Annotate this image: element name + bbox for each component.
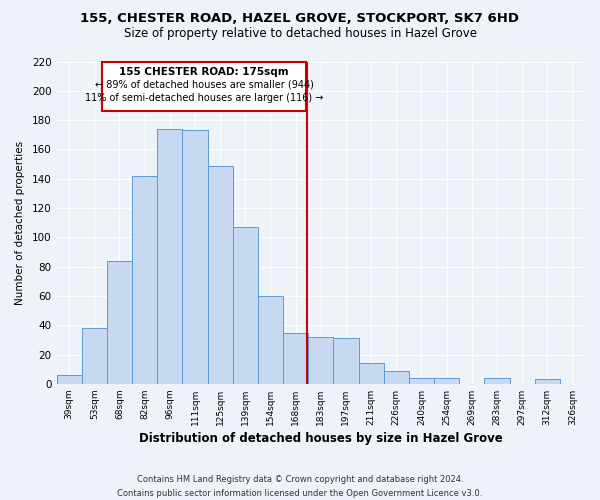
- Bar: [56, 375, 82, 384]
- Bar: [434, 378, 459, 384]
- Bar: [283, 332, 308, 384]
- Text: Size of property relative to detached houses in Hazel Grove: Size of property relative to detached ho…: [124, 28, 476, 40]
- Bar: [182, 130, 208, 384]
- Bar: [308, 337, 334, 384]
- X-axis label: Distribution of detached houses by size in Hazel Grove: Distribution of detached houses by size …: [139, 432, 503, 445]
- Bar: [157, 129, 182, 384]
- Bar: [334, 338, 359, 384]
- Bar: [484, 378, 509, 384]
- Text: 11% of semi-detached houses are larger (116) →: 11% of semi-detached houses are larger (…: [85, 93, 323, 103]
- Text: 155, CHESTER ROAD, HAZEL GROVE, STOCKPORT, SK7 6HD: 155, CHESTER ROAD, HAZEL GROVE, STOCKPOR…: [80, 12, 520, 26]
- Bar: [208, 166, 233, 384]
- Y-axis label: Number of detached properties: Number of detached properties: [15, 140, 25, 304]
- Bar: [359, 364, 383, 384]
- Text: 155 CHESTER ROAD: 175sqm: 155 CHESTER ROAD: 175sqm: [119, 67, 289, 77]
- Bar: [535, 380, 560, 384]
- Text: ← 89% of detached houses are smaller (944): ← 89% of detached houses are smaller (94…: [95, 80, 313, 90]
- Text: Contains HM Land Registry data © Crown copyright and database right 2024.
Contai: Contains HM Land Registry data © Crown c…: [118, 476, 482, 498]
- Bar: [383, 370, 409, 384]
- Bar: [107, 261, 132, 384]
- Bar: [409, 378, 434, 384]
- Bar: [258, 296, 283, 384]
- FancyBboxPatch shape: [102, 62, 306, 112]
- Bar: [132, 176, 157, 384]
- Bar: [233, 227, 258, 384]
- Bar: [82, 328, 107, 384]
